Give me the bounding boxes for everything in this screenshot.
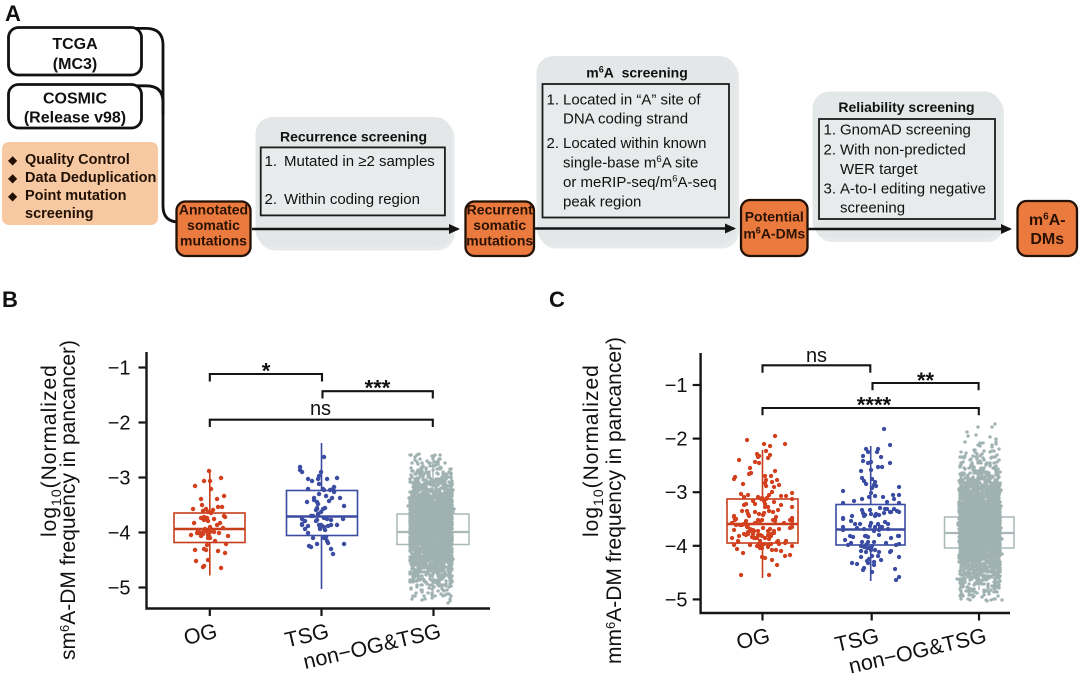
- svg-text:screening: screening: [840, 200, 905, 217]
- svg-text:3.: 3.: [824, 181, 837, 198]
- svg-text:◆: ◆: [8, 153, 18, 167]
- svg-text:mutations: mutations: [180, 233, 247, 249]
- svg-text:ns: ns: [310, 398, 331, 420]
- svg-text:(Release v98): (Release v98): [24, 110, 126, 127]
- svg-text:Data Deduplication: Data Deduplication: [25, 170, 156, 186]
- svg-text:−1: −1: [108, 358, 131, 380]
- svg-text:−5: −5: [665, 589, 688, 611]
- svg-text:Within coding region: Within coding region: [284, 191, 420, 208]
- svg-text:2.: 2.: [265, 191, 278, 208]
- svg-text:sm6A-DM frequency in pancancer: sm6A-DM frequency in pancancer): [57, 340, 80, 660]
- svg-text:−4: −4: [108, 523, 131, 545]
- svg-text:WER target: WER target: [840, 161, 918, 178]
- svg-text:2.: 2.: [824, 142, 837, 159]
- svg-text:Quality Control: Quality Control: [25, 152, 130, 168]
- svg-text:COSMIC: COSMIC: [43, 91, 107, 108]
- svg-text:***: ***: [365, 376, 391, 401]
- svg-text:Located within known: Located within known: [563, 135, 706, 152]
- svg-text:peak region: peak region: [563, 194, 641, 211]
- svg-text:−3: −3: [108, 468, 131, 490]
- svg-text:B: B: [2, 287, 18, 312]
- svg-text:1.: 1.: [265, 153, 278, 170]
- svg-text:log10(Normalized: log10(Normalized: [580, 364, 606, 537]
- svg-text:mm6A-DM frequency in pancancer: mm6A-DM frequency in pancancer): [603, 337, 626, 664]
- svg-text:ns: ns: [806, 345, 827, 367]
- svg-text:A: A: [5, 1, 21, 26]
- svg-text:−1: −1: [665, 375, 688, 397]
- svg-text:DMs: DMs: [1030, 231, 1064, 248]
- svg-text:mutations: mutations: [466, 233, 533, 249]
- svg-text:Mutated in ≥2 samples: Mutated in ≥2 samples: [284, 153, 435, 170]
- svg-text:m6A-DMs: m6A-DMs: [743, 226, 805, 242]
- svg-text:m6A screening: m6A screening: [586, 65, 688, 81]
- svg-text:Annotated: Annotated: [179, 202, 248, 218]
- svg-text:Point mutation: Point mutation: [25, 188, 127, 204]
- svg-text:screening: screening: [25, 206, 94, 222]
- svg-text:somatic: somatic: [473, 217, 526, 233]
- svg-text:2.: 2.: [547, 135, 560, 152]
- svg-text:−3: −3: [665, 482, 688, 504]
- svg-text:Recurrence screening: Recurrence screening: [280, 129, 427, 145]
- svg-text:GnomAD screening: GnomAD screening: [840, 122, 971, 139]
- svg-text:−2: −2: [665, 429, 688, 451]
- svg-text:−4: −4: [665, 536, 688, 558]
- svg-text:−2: −2: [108, 413, 131, 435]
- svg-text:or meRIP-seq/m6A-seq: or meRIP-seq/m6A-seq: [563, 174, 717, 192]
- svg-text:TCGA: TCGA: [52, 36, 98, 53]
- svg-text:A-to-I editing negative: A-to-I editing negative: [840, 181, 986, 198]
- svg-text:◆: ◆: [8, 171, 18, 185]
- svg-text:Reliability screening: Reliability screening: [838, 99, 974, 115]
- svg-text:With non-predicted: With non-predicted: [840, 142, 966, 159]
- svg-text:**: **: [917, 368, 935, 393]
- svg-text:single-base m6A site: single-base m6A site: [563, 154, 698, 172]
- svg-text:****: ****: [857, 393, 892, 418]
- svg-text:−5: −5: [108, 578, 131, 600]
- svg-text:Recurrent: Recurrent: [467, 202, 533, 218]
- svg-text:(MC3): (MC3): [53, 56, 97, 73]
- svg-text:1.: 1.: [547, 92, 560, 109]
- svg-text:Located in “A” site of: Located in “A” site of: [563, 92, 701, 109]
- svg-text:C: C: [549, 287, 565, 312]
- svg-text:*: *: [262, 359, 271, 384]
- svg-text:Potential: Potential: [745, 209, 804, 225]
- svg-text:somatic: somatic: [187, 217, 240, 233]
- svg-text:log10(Normalized: log10(Normalized: [38, 364, 64, 537]
- svg-text:m6A-: m6A-: [1029, 212, 1066, 230]
- svg-text:1.: 1.: [824, 122, 837, 139]
- svg-text:◆: ◆: [8, 189, 18, 203]
- svg-text:DNA coding strand: DNA coding strand: [563, 111, 688, 128]
